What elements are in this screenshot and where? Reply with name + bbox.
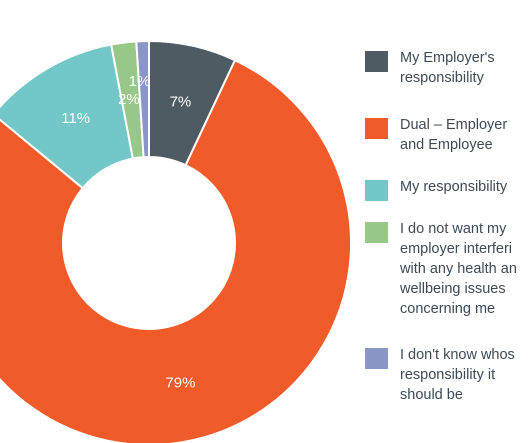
legend-label-employer: My Employer's responsibility xyxy=(400,50,495,86)
legend-label-dont-know: I don't know whos responsibility it shou… xyxy=(400,347,515,403)
legend-swatch-dual xyxy=(365,118,388,139)
donut-chart: 7% 79% 11% 2%1% xyxy=(0,39,352,443)
slice-label-dont-know: 1% xyxy=(129,73,151,90)
legend: My Employer's responsibility Dual – Empl… xyxy=(365,0,530,443)
legend-label-no-interference: I do not want my employer interferi with… xyxy=(400,221,517,317)
slice-dont-know xyxy=(135,39,150,159)
legend-swatch-my-responsibility xyxy=(365,180,388,201)
legend-label-dual: Dual – Employer and Employee xyxy=(400,117,508,153)
legend-swatch-dont-know xyxy=(365,348,388,369)
slice-label-my-responsibility: 11% xyxy=(61,110,90,127)
legend-swatch-no-interference xyxy=(365,222,388,243)
slice-label-no-interference: 2% xyxy=(118,91,140,108)
legend-swatch-employer xyxy=(365,51,388,72)
slice-label-employer: 7% xyxy=(170,93,192,110)
legend-label-my-responsibility: My responsibility xyxy=(400,179,508,195)
slice-label-dual: 79% xyxy=(165,375,195,392)
slice-dual xyxy=(0,58,352,443)
